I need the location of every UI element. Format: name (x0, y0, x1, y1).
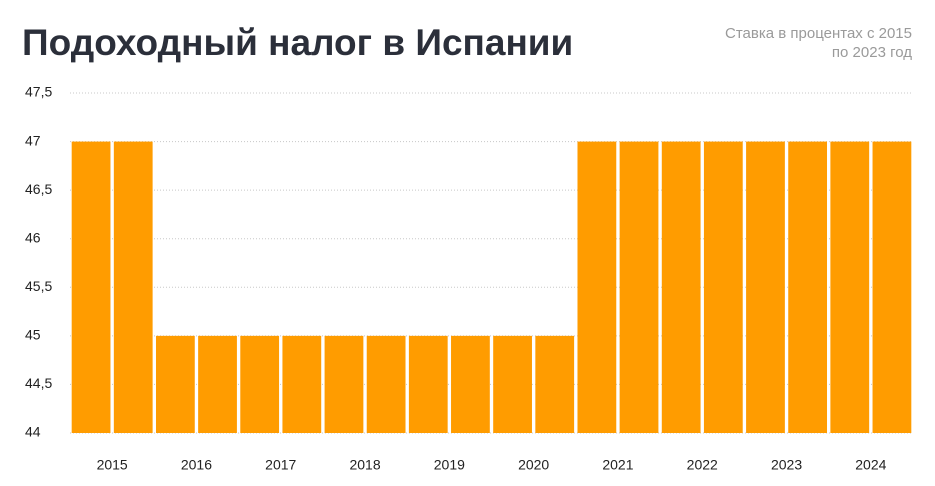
y-tick-label: 47,5 (25, 84, 52, 100)
bar (155, 335, 195, 433)
bar (240, 335, 280, 433)
y-tick-label: 46,5 (25, 181, 52, 197)
bar (113, 141, 153, 434)
bar (872, 141, 912, 434)
x-tick-label: 2022 (687, 457, 718, 473)
chart-title: Подоходный налог в Испании (22, 22, 573, 63)
y-tick-label: 44 (25, 424, 41, 440)
x-tick-label: 2023 (771, 457, 802, 473)
x-tick-label: 2024 (855, 457, 886, 473)
x-tick-label: 2021 (602, 457, 633, 473)
bar (746, 141, 785, 434)
bar (703, 141, 743, 434)
bar (830, 141, 870, 434)
y-tick-label: 47 (25, 132, 41, 148)
bar (493, 335, 532, 433)
bar (366, 335, 406, 433)
y-tick-label: 45,5 (25, 278, 52, 294)
x-tick-label: 2015 (97, 457, 128, 473)
bar (408, 335, 448, 433)
bar (661, 141, 701, 434)
chart-subtitle: Ставка в процентах с 2015 (725, 25, 912, 42)
y-tick-label: 45 (25, 327, 41, 343)
x-tick-label: 2019 (434, 457, 465, 473)
chart-subtitle: по 2023 год (832, 44, 912, 61)
bar (788, 141, 828, 434)
bar (324, 335, 364, 433)
y-tick-label: 44,5 (25, 375, 52, 391)
x-tick-label: 2018 (349, 457, 380, 473)
x-tick-label: 2016 (181, 457, 212, 473)
x-tick-label: 2020 (518, 457, 549, 473)
bar (535, 335, 575, 433)
bar (451, 335, 490, 433)
bar (282, 335, 322, 433)
bar (71, 141, 111, 434)
y-tick-label: 46 (25, 229, 41, 245)
bar (577, 141, 617, 434)
bar (198, 335, 237, 433)
bar (619, 141, 659, 434)
x-tick-label: 2017 (265, 457, 296, 473)
